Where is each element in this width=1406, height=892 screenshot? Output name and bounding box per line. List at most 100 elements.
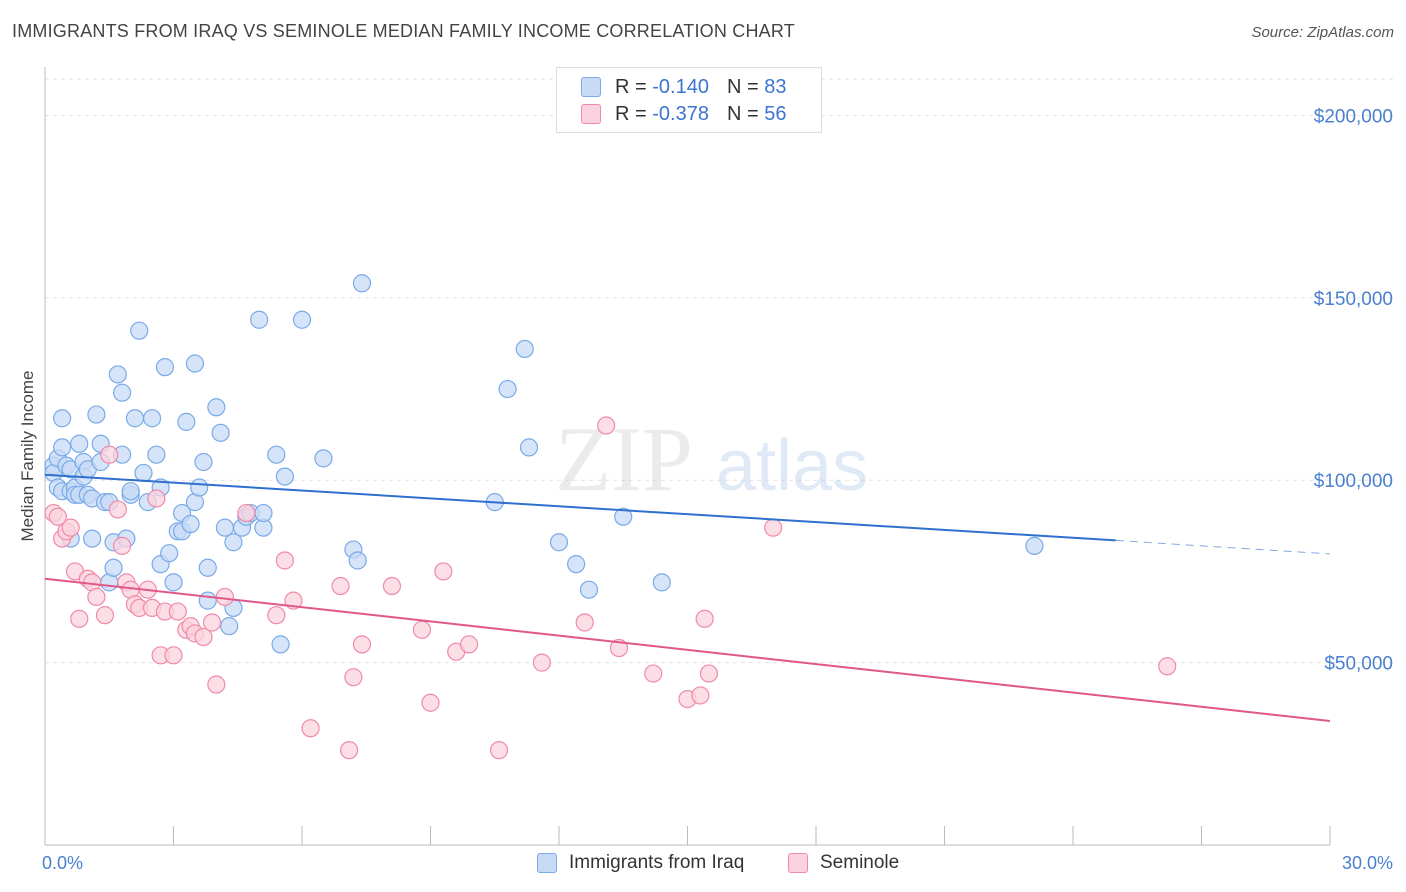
point-seminole — [70, 609, 89, 628]
point-seminole — [147, 489, 166, 508]
point-iraq — [254, 503, 273, 523]
bottom-legend-iraq: Immigrants from Iraq — [537, 852, 744, 874]
point-iraq — [549, 533, 569, 552]
point-seminole — [597, 416, 616, 435]
point-seminole — [421, 693, 440, 712]
point-iraq — [567, 555, 586, 574]
legend-r-label: R = — [615, 102, 647, 125]
point-iraq — [348, 551, 367, 570]
bottom-legend-seminole: Seminole — [788, 852, 899, 874]
source-label: Source: ZipAtlas.com — [1251, 24, 1394, 41]
legend-n-value: 83 — [764, 75, 787, 98]
legend-row-seminole: R = -0.378 N = 56 — [581, 102, 786, 126]
point-iraq — [53, 438, 72, 457]
point-seminole — [301, 719, 320, 738]
point-seminole — [1158, 657, 1177, 676]
point-seminole — [112, 536, 132, 555]
point-iraq — [250, 310, 269, 329]
point-iraq — [519, 438, 539, 457]
point-iraq — [70, 434, 89, 453]
correlation-legend: R = -0.140 N = 83 R = -0.378 N = 56 — [556, 67, 822, 133]
y-tick-label: $100,000 — [1314, 471, 1393, 492]
point-seminole — [168, 602, 187, 621]
point-iraq — [515, 339, 534, 359]
point-seminole — [412, 620, 432, 639]
point-seminole — [459, 635, 479, 654]
legend-r-label: R = — [615, 75, 647, 98]
point-seminole — [344, 668, 363, 687]
point-seminole — [340, 741, 359, 760]
point-iraq — [207, 398, 226, 417]
point-seminole — [489, 741, 509, 760]
point-iraq — [121, 482, 140, 501]
point-seminole — [95, 606, 115, 625]
point-seminole — [267, 606, 286, 625]
bottom-legend-label-iraq: Immigrants from Iraq — [569, 852, 745, 873]
point-iraq — [211, 423, 230, 442]
point-seminole — [331, 576, 350, 596]
y-tick-label: $200,000 — [1314, 106, 1393, 127]
point-seminole — [61, 518, 80, 537]
point-iraq — [198, 591, 217, 610]
point-iraq — [1025, 536, 1044, 555]
legend-n-label: N = — [726, 75, 759, 98]
trend-lines — [44, 473, 1331, 722]
point-iraq — [314, 449, 333, 468]
legend-swatch-seminole — [581, 104, 601, 124]
point-iraq — [125, 409, 145, 428]
legend-row-iraq: R = -0.140 N = 83 — [581, 75, 786, 99]
bottom-legend-swatch-seminole — [788, 853, 808, 873]
trend-line-iraq-extension — [1115, 539, 1331, 555]
point-iraq — [185, 354, 205, 373]
y-tick-label: $150,000 — [1314, 289, 1393, 310]
legend-n-label: N = — [726, 102, 759, 125]
point-iraq — [579, 580, 599, 599]
point-seminole — [764, 518, 783, 537]
point-iraq — [142, 409, 162, 428]
point-iraq — [134, 463, 153, 483]
legend-r-value: -0.378 — [652, 102, 709, 125]
point-iraq — [108, 365, 127, 384]
point-iraq — [53, 409, 72, 428]
point-seminole — [87, 587, 106, 607]
x-tick-label-max: 30.0% — [1342, 853, 1393, 873]
axes — [44, 67, 1331, 846]
point-seminole — [275, 551, 294, 570]
y-tick-label: $50,000 — [1324, 654, 1393, 675]
point-iraq — [87, 405, 106, 424]
point-seminole — [691, 686, 710, 705]
point-iraq — [160, 544, 179, 563]
point-seminole — [575, 613, 594, 632]
point-iraq — [267, 445, 286, 464]
point-seminole — [207, 675, 226, 694]
bottom-legend-label-seminole: Seminole — [820, 852, 900, 873]
point-iraq — [112, 383, 132, 402]
point-seminole — [695, 609, 714, 628]
bottom-legend-swatch-iraq — [537, 853, 557, 873]
point-iraq — [271, 635, 290, 654]
point-iraq — [652, 573, 671, 592]
point-iraq — [220, 617, 239, 636]
point-seminole — [644, 664, 663, 683]
point-iraq — [130, 321, 149, 340]
point-iraq — [292, 310, 312, 329]
point-seminole — [48, 507, 67, 526]
point-iraq — [198, 558, 217, 577]
point-seminole — [202, 613, 222, 632]
gridlines — [45, 78, 1393, 664]
point-iraq — [147, 445, 166, 464]
y-axis-label: Median Family Income — [18, 370, 37, 541]
point-seminole — [352, 635, 372, 654]
point-iraq — [155, 358, 175, 377]
watermark-atlas: atlas — [716, 426, 868, 506]
point-iraq — [177, 412, 196, 431]
watermark: ZIP atlas — [555, 408, 868, 510]
point-iraq — [164, 573, 183, 592]
legend-r-value: -0.140 — [652, 75, 709, 98]
x-tick-label-min: 0.0% — [42, 853, 83, 873]
legend-swatch-iraq — [581, 77, 601, 97]
point-iraq — [275, 467, 294, 486]
point-iraq — [190, 478, 209, 497]
legend-n-value: 56 — [764, 102, 787, 125]
